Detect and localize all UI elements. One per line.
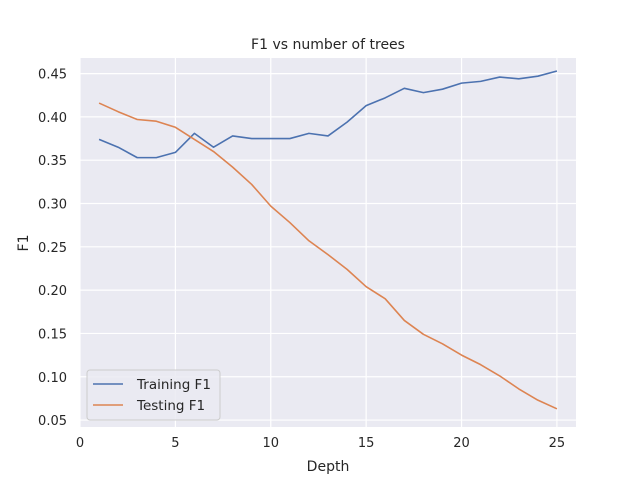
y-tick-label: 0.20 [38, 284, 67, 299]
x-tick-label: 20 [453, 436, 470, 451]
y-tick-label: 0.40 [38, 111, 67, 126]
x-tick-label: 10 [262, 436, 279, 451]
y-tick-label: 0.05 [38, 414, 67, 429]
y-tick-label: 0.30 [38, 198, 67, 213]
x-tick-label: 5 [171, 436, 179, 451]
legend-label-testing: Testing F1 [136, 398, 205, 414]
x-axis-ticks: 0 5 10 15 20 25 [76, 436, 565, 451]
y-tick-label: 0.45 [38, 68, 67, 83]
series-line-testing-f1 [98, 102, 558, 410]
chart-title: F1 vs number of trees [251, 37, 405, 53]
legend-box [86, 369, 221, 421]
legend: Training F1 Testing F1 [86, 369, 221, 421]
plot-area [80, 58, 576, 427]
y-axis-ticks: 0.05 0.10 0.15 0.20 0.25 0.30 0.35 0.40 0.45 [38, 68, 67, 429]
y-tick-label: 0.10 [38, 371, 67, 386]
series-line-training-f1 [98, 70, 558, 159]
x-tick-label: 0 [76, 436, 84, 451]
x-axis-label: Depth [307, 459, 350, 475]
y-tick-label: 0.25 [38, 241, 67, 256]
y-tick-label: 0.35 [38, 154, 67, 169]
y-tick-label: 0.15 [38, 327, 67, 342]
series-lines [98, 70, 558, 410]
x-tick-label: 25 [549, 436, 566, 451]
y-axis-label: F1 [16, 235, 32, 252]
x-tick-label: 15 [358, 436, 375, 451]
legend-label-training: Training F1 [136, 377, 211, 393]
